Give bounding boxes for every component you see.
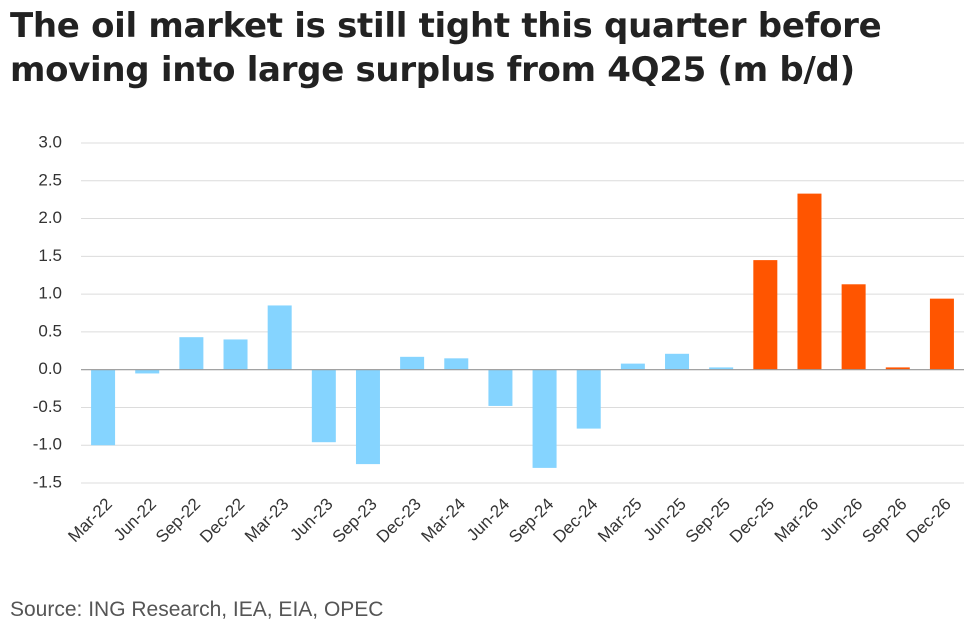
x-tick-label: Jun-23 (286, 494, 336, 544)
bar-sep-22 (179, 337, 204, 370)
x-tick-label: Sep-25 (682, 494, 734, 546)
x-tick-label: Dec-22 (196, 494, 248, 546)
bar-dec-25 (753, 260, 778, 370)
bar-dec-22 (223, 339, 248, 370)
x-tick-label: Jun-26 (816, 494, 866, 544)
chart-title-line-2: moving into large surplus from 4Q25 (m b… (10, 50, 855, 90)
bar-mar-22 (91, 369, 116, 446)
x-tick-label: Mar-23 (241, 494, 293, 546)
bar-sep-26 (885, 367, 910, 370)
x-tick-label: Sep-24 (505, 494, 557, 546)
gridlines (81, 142, 964, 484)
bar-mar-25 (620, 363, 645, 370)
bar-dec-26 (929, 298, 954, 370)
chart-title-line-1: The oil market is still tight this quart… (10, 6, 882, 46)
bar-dec-24 (576, 369, 601, 429)
source-note: Source: ING Research, IEA, EIA, OPEC (10, 598, 384, 621)
bar-mar-26 (797, 193, 822, 370)
bar-dec-23 (400, 356, 425, 370)
x-tick-label: Sep-26 (858, 494, 910, 546)
y-tick-label: 0.0 (38, 359, 62, 378)
bar-sep-24 (532, 369, 557, 468)
y-tick-label: 2.5 (38, 170, 62, 189)
bar-jun-25 (665, 353, 690, 370)
x-tick-label: Jun-24 (463, 494, 513, 544)
x-tick-label: Dec-23 (373, 494, 425, 546)
x-tick-label: Jun-22 (110, 494, 160, 544)
y-tick-label: -1.5 (33, 472, 62, 491)
bar-sep-23 (355, 369, 380, 465)
y-tick-label: -0.5 (33, 397, 62, 416)
y-tick-label: 2.0 (38, 208, 62, 227)
x-tick-label: Dec-25 (726, 494, 778, 546)
y-axis-ticks: 3.0 2.5 2.0 1.5 1.0 0.5 0.0 -0.5 -1.0 -1.5 (33, 132, 62, 491)
x-tick-label: Sep-23 (329, 494, 381, 546)
x-tick-label: Dec-24 (549, 494, 601, 546)
x-tick-label: Mar-22 (64, 494, 116, 546)
bars (91, 193, 954, 468)
bar-jun-26 (841, 284, 866, 370)
bar-jun-23 (311, 369, 336, 443)
bar-jun-24 (488, 369, 513, 406)
y-tick-label: 1.5 (38, 246, 62, 265)
x-axis-ticks: Mar-22Jun-22Sep-22Dec-22Mar-23Jun-23Sep-… (64, 494, 954, 546)
x-tick-label: Mar-24 (418, 494, 470, 546)
bar-mar-23 (267, 305, 292, 370)
bar-mar-24 (444, 358, 469, 370)
bar-jun-22 (135, 369, 160, 374)
x-tick-label: Jun-25 (640, 494, 690, 544)
y-tick-label: 3.0 (38, 132, 62, 151)
x-tick-label: Mar-26 (771, 494, 823, 546)
x-tick-label: Dec-26 (903, 494, 955, 546)
chart-title: The oil market is still tight this quart… (10, 4, 960, 92)
x-tick-label: Mar-25 (594, 494, 646, 546)
bar-sep-25 (709, 367, 734, 370)
y-tick-label: 1.0 (38, 284, 62, 303)
y-tick-label: 0.5 (38, 321, 62, 340)
y-tick-label: -1.0 (33, 435, 62, 454)
x-tick-label: Sep-22 (152, 494, 204, 546)
